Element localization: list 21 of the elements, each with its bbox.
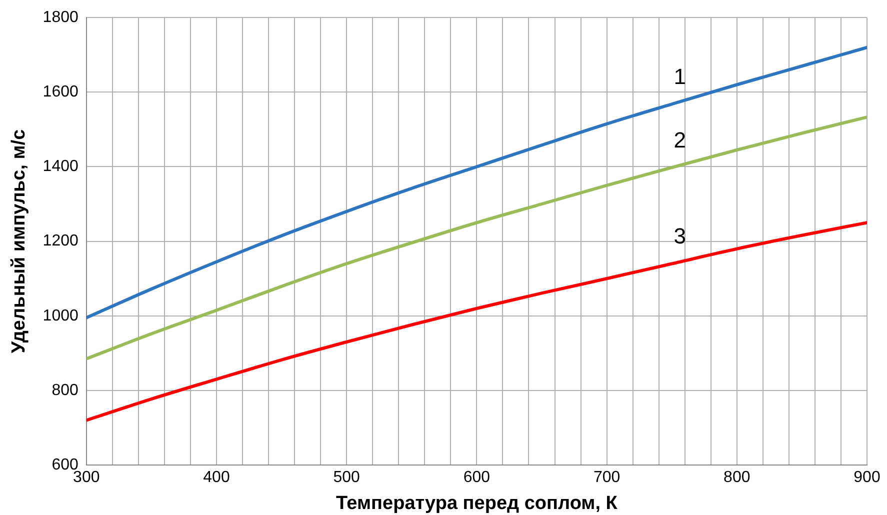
x-tick-label: 700 — [593, 469, 620, 486]
y-tick-label: 1600 — [42, 84, 78, 101]
series-label: 3 — [674, 224, 686, 249]
y-tick-label: 1000 — [42, 307, 78, 324]
x-tick-label: 400 — [203, 469, 230, 486]
series-label: 2 — [674, 128, 686, 153]
x-tick-label: 500 — [333, 469, 360, 486]
y-tick-label: 1200 — [42, 232, 78, 250]
x-tick-label: 300 — [73, 469, 100, 486]
y-tick-label: 1800 — [42, 9, 78, 26]
y-tick-label: 1400 — [42, 158, 78, 176]
series-label: 1 — [674, 64, 686, 90]
y-tick-label: 800 — [52, 382, 78, 399]
line-series — [86, 221, 867, 422]
x-axis-title: Температура перед соплом, К — [336, 492, 618, 514]
x-tick-label: 600 — [463, 469, 490, 486]
x-tick-label: 800 — [724, 469, 750, 486]
y-axis-title: Удельный импульс, м/с — [8, 128, 30, 354]
line-series — [86, 46, 867, 320]
line-series — [86, 116, 867, 360]
x-tick-label: 900 — [854, 469, 880, 486]
